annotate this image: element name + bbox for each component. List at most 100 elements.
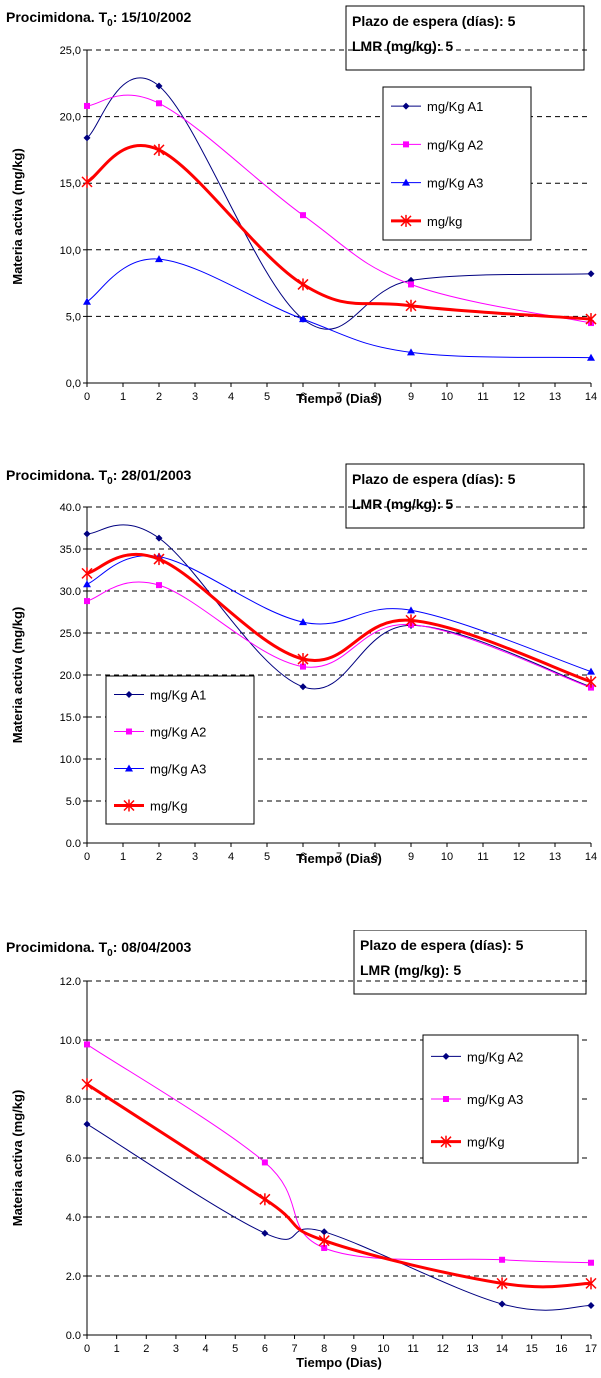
x-tick-label: 1 [114,1343,120,1355]
x-tick-label: 6 [300,851,306,863]
legend-label: mg/Kg A2 [427,137,483,152]
legend-marker [400,214,412,227]
y-tick-label: 5,0 [66,311,81,323]
x-tick-label: 8 [372,391,378,403]
info-box [345,463,585,529]
data-point [408,281,414,288]
x-tick-label: 6 [262,1343,268,1355]
legend-marker [123,799,135,812]
chart-title: Procimidona. T0: 15/10/2002 [6,9,192,29]
x-tick-label: 12 [437,1343,449,1355]
x-tick-label: 11 [477,391,488,403]
legend-marker [443,1096,449,1102]
data-point [407,348,415,356]
series-2 [84,581,594,691]
x-tick-label: 0 [84,391,90,403]
y-tick-label: 20,0 [60,112,81,124]
data-point [585,675,597,688]
info-line-1: Plazo de espera (días): 5 [360,937,524,953]
y-tick-label: 10.0 [60,1035,81,1047]
legend-label: mg/Kg A3 [427,176,483,191]
series-line [86,552,592,684]
x-tick-label: 17 [585,1343,597,1355]
data-point [585,1277,597,1290]
x-tick-label: 4 [228,391,234,403]
data-point [83,297,91,305]
x-tick-label: 2 [156,391,162,403]
x-tick-label: 6 [300,391,306,403]
info-line-1: Plazo de espera (días): 5 [352,13,516,29]
x-tick-label: 1 [120,851,126,863]
data-point [587,667,595,675]
x-axis-label: Tiempo (Dias) [296,1355,382,1370]
x-tick-label: 0 [84,1343,90,1355]
info-line-2: LMR (mg/kg): 5 [352,38,453,54]
x-tick-label: 7 [291,1343,297,1355]
legend-marker [125,691,133,698]
legend-marker [402,178,410,186]
y-tick-label: 10,0 [60,245,81,257]
legend: mg/Kg A1 mg/Kg A2 mg/Kg A3 mg/Kg [105,675,255,825]
data-point [155,82,163,90]
data-point [407,606,415,614]
y-tick-label: 0.0 [66,1330,81,1342]
y-tick-label: 15.0 [60,712,81,724]
legend-label: mg/Kg A2 [150,725,206,740]
legend-label: mg/Kg A1 [427,99,483,114]
series-line [86,524,592,690]
legend-marker [402,102,410,110]
legend: mg/Kg A1 mg/Kg A2 mg/Kg A3 mg/kg [382,86,532,241]
series-3 [81,1078,597,1290]
legend-marker [442,1052,450,1060]
x-tick-label: 14 [585,391,597,403]
data-point [259,1193,271,1206]
x-tick-label: 16 [555,1343,567,1355]
chart-title: Procimidona. T0: 08/04/2003 [6,939,192,959]
y-tick-label: 8.0 [66,1094,81,1106]
legend-label: mg/Kg A3 [150,762,206,777]
data-point [405,614,417,627]
data-point [299,315,307,323]
x-tick-label: 13 [466,1343,478,1355]
x-tick-label: 3 [192,851,198,863]
data-point [299,683,307,691]
y-axis-label: Materia activa (mg/kg) [10,148,25,285]
legend-label: mg/Kg A1 [150,688,206,703]
x-tick-label: 7 [336,391,342,403]
y-axis-label: Materia activa (mg/kg) [10,1090,25,1227]
x-tick-label: 3 [192,391,198,403]
data-point [261,1159,268,1166]
data-point [587,270,595,278]
data-point [153,553,165,566]
data-point [587,353,595,361]
y-tick-label: 0.0 [66,838,81,850]
data-point [81,567,93,580]
data-point [261,1229,269,1237]
y-axis-label: Materia activa (mg/kg) [10,607,25,744]
data-point [83,1120,91,1128]
y-tick-label: 25.0 [60,628,81,640]
x-tick-label: 12 [513,391,525,403]
data-point [300,212,306,219]
x-tick-label: 10 [441,391,453,403]
x-tick-label: 8 [321,1343,327,1355]
x-tick-label: 7 [336,851,342,863]
x-tick-label: 13 [549,851,561,863]
x-tick-label: 4 [228,851,234,863]
y-tick-label: 35.0 [60,544,81,556]
data-point [498,1300,506,1308]
data-point [156,100,162,107]
series-line [86,1123,592,1311]
y-tick-label: 5.0 [66,796,81,808]
x-tick-label: 2 [143,1343,149,1355]
legend-marker [126,728,132,735]
data-point [83,580,91,588]
data-point [300,663,306,670]
legend-label: mg/Kg [467,1135,505,1150]
y-tick-label: 25,0 [60,45,81,57]
data-point [405,299,417,312]
y-tick-label: 0,0 [66,378,81,390]
y-tick-label: 2.0 [66,1271,81,1283]
x-tick-label: 5 [264,851,270,863]
